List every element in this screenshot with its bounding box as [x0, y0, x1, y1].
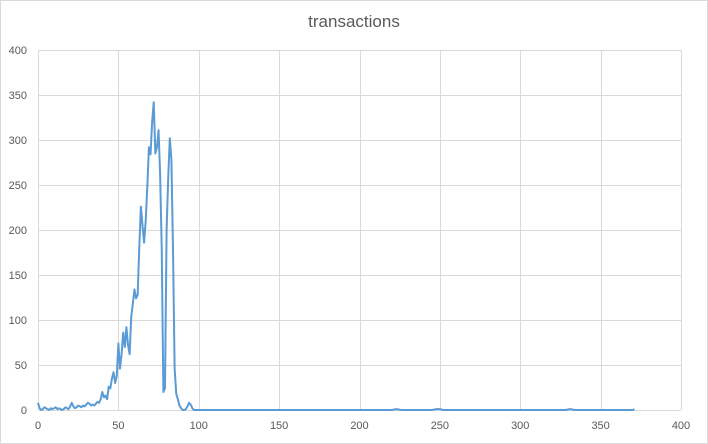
- y-tick-label: 50: [15, 360, 27, 372]
- y-tick-label: 350: [9, 90, 27, 102]
- y-tick-label: 100: [9, 315, 27, 327]
- series-layer: [37, 101, 635, 411]
- series-line-transactions: [37, 101, 635, 411]
- x-tick-label: 0: [35, 420, 41, 432]
- x-tick-label: 300: [511, 420, 529, 432]
- x-tick-label: 350: [591, 420, 609, 432]
- chart-title: transactions: [308, 12, 400, 31]
- y-tick-label: 150: [9, 270, 27, 282]
- x-tick-label: 200: [350, 420, 368, 432]
- y-tick-label: 400: [9, 45, 27, 57]
- y-tick-label: 300: [9, 135, 27, 147]
- y-tick-label: 0: [21, 405, 27, 417]
- y-axis-tick-labels: 0 50 100 150 200 250 300 350 400: [9, 45, 27, 417]
- y-tick-label: 200: [9, 225, 27, 237]
- x-tick-label: 400: [672, 420, 690, 432]
- gridlines: [38, 50, 682, 411]
- x-tick-label: 150: [270, 420, 288, 432]
- x-tick-label: 100: [190, 420, 208, 432]
- y-tick-label: 250: [9, 180, 27, 192]
- x-tick-label: 50: [112, 420, 124, 432]
- x-axis-tick-labels: 0 50 100 150 200 250 300 350 400: [35, 420, 690, 432]
- x-tick-label: 250: [431, 420, 449, 432]
